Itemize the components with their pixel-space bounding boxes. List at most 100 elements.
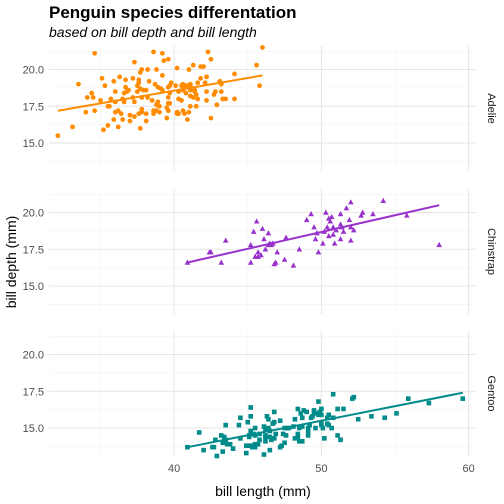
data-point: [273, 431, 279, 437]
data-point: [186, 67, 192, 72]
data-point: [123, 84, 128, 90]
data-point: [255, 441, 261, 447]
data-point: [333, 227, 339, 233]
data-point: [394, 411, 399, 416]
data-point: [223, 96, 229, 102]
data-point: [280, 431, 286, 437]
facet-panels: 15.017.520.0Adelie15.017.520.0Chinstrap1…: [23, 45, 497, 475]
data-point: [249, 443, 255, 449]
data-point: [266, 416, 271, 422]
data-point: [244, 443, 249, 449]
data-point: [238, 436, 243, 441]
data-point: [403, 212, 410, 218]
data-point: [165, 108, 171, 114]
data-point: [324, 415, 330, 421]
data-point: [330, 231, 336, 237]
data-point: [218, 89, 224, 94]
data-point: [299, 424, 305, 429]
y-tick-label: 20.0: [23, 208, 44, 220]
data-point: [223, 422, 228, 428]
data-point: [279, 443, 284, 449]
data-point: [348, 224, 354, 230]
data-point: [319, 421, 324, 426]
data-point: [436, 241, 442, 248]
data-point: [139, 67, 145, 72]
x-axis-title: bill length (mm): [215, 483, 311, 499]
y-tick-label: 15.0: [23, 281, 44, 293]
data-point: [301, 408, 307, 413]
data-point: [117, 74, 123, 80]
data-point: [297, 438, 302, 444]
data-point: [183, 90, 189, 96]
data-point: [261, 452, 267, 457]
chart-title: Penguin species differentation: [49, 3, 297, 22]
data-point: [173, 83, 179, 89]
data-point: [325, 233, 332, 239]
data-point: [168, 80, 174, 86]
chart-subtitle: based on bill depth and bill length: [49, 24, 257, 40]
data-point: [244, 450, 249, 456]
data-point: [99, 75, 105, 81]
trend-line: [187, 391, 463, 449]
data-point: [221, 434, 227, 440]
data-point: [298, 411, 304, 416]
data-point: [102, 83, 108, 89]
data-point: [232, 96, 237, 102]
data-point: [348, 237, 354, 243]
data-point: [277, 418, 283, 424]
data-point: [267, 447, 273, 453]
data-point: [265, 230, 272, 236]
data-point: [338, 437, 343, 443]
data-point: [329, 425, 335, 431]
data-point: [149, 98, 155, 103]
data-point: [331, 240, 338, 246]
data-point: [201, 447, 206, 453]
data-point: [214, 102, 220, 108]
data-point: [167, 100, 173, 106]
data-point: [174, 65, 180, 71]
data-point: [126, 87, 131, 93]
data-point: [263, 433, 268, 438]
data-point: [152, 81, 158, 87]
data-point: [248, 405, 254, 410]
data-point: [282, 440, 287, 446]
facet-panel-adelie: 15.0 17.5 20.0 Adelie: [23, 45, 497, 171]
data-point: [247, 241, 254, 248]
data-point: [262, 246, 269, 252]
data-point: [179, 98, 184, 103]
data-point: [139, 106, 145, 112]
data-point: [196, 430, 202, 435]
data-point: [176, 111, 181, 117]
data-point: [208, 56, 214, 62]
data-point: [322, 436, 327, 441]
data-point: [405, 396, 411, 401]
data-point: [222, 237, 229, 243]
data-point: [76, 81, 81, 87]
data-point: [316, 412, 321, 418]
data-point: [323, 209, 329, 215]
data-point: [260, 45, 265, 50]
data-point: [313, 425, 318, 431]
data-point: [204, 98, 209, 103]
data-point: [204, 74, 209, 80]
data-point: [295, 434, 301, 440]
data-point: [84, 95, 90, 100]
data-point: [120, 117, 126, 122]
data-point: [136, 77, 142, 83]
data-point: [134, 89, 140, 94]
data-point: [303, 216, 310, 223]
data-point: [248, 428, 254, 434]
data-point: [121, 99, 127, 105]
data-point: [105, 123, 111, 128]
data-point: [130, 75, 136, 81]
data-point: [212, 89, 218, 94]
data-point: [297, 425, 302, 431]
data-point: [460, 396, 466, 401]
data-point: [252, 425, 258, 431]
x-tick-label: 50: [315, 463, 327, 475]
data-point: [123, 77, 128, 83]
data-point: [257, 83, 262, 89]
data-point: [143, 118, 149, 124]
data-point: [258, 252, 264, 258]
data-point: [108, 96, 114, 102]
